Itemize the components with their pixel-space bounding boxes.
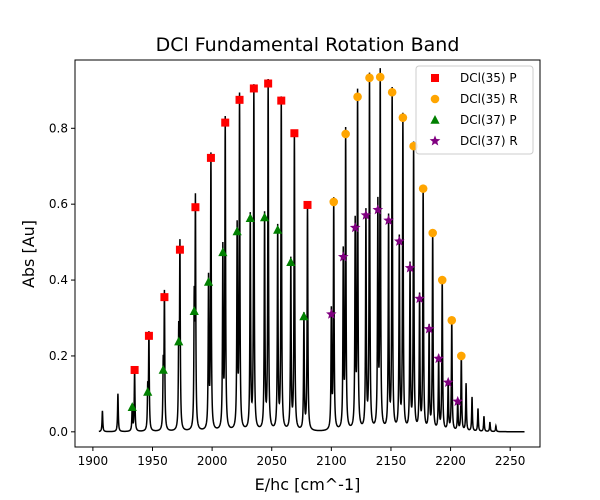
data-point-dcl-37-p bbox=[245, 213, 255, 223]
data-markers bbox=[127, 72, 466, 411]
data-point-dcl-35-p bbox=[191, 203, 200, 212]
data-point-dcl-35-r bbox=[341, 129, 350, 139]
data-point-dcl-37-r bbox=[326, 308, 337, 319]
data-point-dcl-37-p bbox=[232, 226, 242, 236]
x-tick-label: 2050 bbox=[256, 454, 287, 468]
data-point-dcl-35-r bbox=[428, 228, 437, 238]
data-point-dcl-37-r bbox=[433, 353, 444, 364]
legend-label: DCl(35) P bbox=[460, 71, 517, 85]
axes: 1900 1950 2000 2050 2100 2150 2200 2250 0.0 0.2 0.… bbox=[49, 59, 541, 468]
y-axis-title: Abs [Au] bbox=[19, 220, 38, 288]
data-point-dcl-37-r bbox=[337, 251, 349, 262]
legend: DCl(35) P DCl(35) R DCl(37) P DCl(37) R bbox=[415, 65, 534, 155]
data-point-dcl-35-p bbox=[290, 129, 299, 138]
legend-marker bbox=[430, 115, 440, 124]
data-point-dcl-35-r bbox=[387, 87, 397, 97]
data-point-dcl-37-r bbox=[383, 214, 394, 226]
data-point-dcl-35-r bbox=[437, 275, 447, 285]
legend-label: DCl(37) R bbox=[460, 134, 518, 148]
legend-marker bbox=[429, 135, 441, 146]
data-point-dcl-35-p bbox=[221, 118, 230, 127]
y-tick-label: 0.8 bbox=[49, 121, 68, 135]
legend-label: DCl(35) R bbox=[460, 92, 518, 106]
data-point-dcl-37-r bbox=[442, 376, 454, 388]
data-point-dcl-37-p bbox=[203, 276, 214, 286]
x-axis-title: E/hc [cm^-1] bbox=[255, 475, 361, 494]
data-point-dcl-37-p bbox=[273, 224, 283, 234]
chart-title: DCl Fundamental Rotation Band bbox=[156, 34, 460, 56]
data-point-dcl-35-r bbox=[353, 92, 362, 102]
data-point-dcl-37-r bbox=[372, 204, 384, 215]
data-point-dcl-37-r bbox=[404, 262, 416, 273]
data-point-dcl-35-p bbox=[130, 365, 139, 374]
data-point-dcl-37-p bbox=[286, 257, 296, 267]
data-point-dcl-35-p bbox=[249, 84, 258, 93]
data-point-dcl-35-p bbox=[144, 331, 153, 340]
data-point-dcl-35-r bbox=[398, 113, 408, 122]
data-point-dcl-37-p bbox=[299, 311, 309, 321]
data-point-dcl-37-p bbox=[218, 247, 228, 257]
legend-label: DCl(37) P bbox=[460, 113, 517, 127]
data-point-dcl-35-p bbox=[235, 95, 244, 104]
x-tick-label: 2200 bbox=[435, 454, 466, 468]
data-point-dcl-35-r bbox=[457, 351, 466, 361]
x-tick-label: 1950 bbox=[137, 454, 168, 468]
y-tick-label: 0.0 bbox=[49, 425, 68, 439]
legend-marker bbox=[431, 74, 439, 82]
data-point-dcl-37-r bbox=[423, 323, 435, 334]
data-point-dcl-37-p bbox=[174, 336, 184, 346]
data-point-dcl-37-r bbox=[360, 209, 372, 220]
data-point-dcl-35-p bbox=[303, 200, 312, 209]
data-point-dcl-37-r bbox=[452, 395, 464, 406]
data-point-dcl-35-p bbox=[206, 153, 215, 162]
data-point-dcl-35-p bbox=[160, 293, 169, 302]
data-point-dcl-35-r bbox=[365, 73, 374, 83]
data-point-dcl-35-p bbox=[277, 96, 286, 105]
data-point-dcl-35-r bbox=[329, 197, 339, 207]
data-point-dcl-35-r bbox=[418, 184, 428, 193]
x-tick-label: 2100 bbox=[316, 454, 347, 468]
data-point-dcl-37-r bbox=[414, 293, 425, 304]
data-point-dcl-35-r bbox=[447, 315, 457, 325]
data-point-dcl-37-r bbox=[349, 222, 361, 233]
x-tick-label: 2000 bbox=[197, 454, 228, 468]
spectrum bbox=[98, 68, 525, 433]
spectrum-line bbox=[98, 68, 525, 433]
x-tick-label: 2250 bbox=[495, 454, 526, 468]
plot-frame bbox=[74, 59, 541, 448]
data-point-dcl-37-p bbox=[259, 212, 270, 222]
y-tick-label: 0.2 bbox=[49, 349, 68, 363]
x-tick-label: 1900 bbox=[78, 454, 109, 468]
x-tick-label: 2150 bbox=[376, 454, 407, 468]
data-point-dcl-37-p bbox=[189, 306, 199, 315]
data-point-dcl-37-p bbox=[127, 402, 137, 411]
legend-marker bbox=[430, 94, 440, 104]
data-point-dcl-35-p bbox=[175, 245, 184, 254]
y-tick-label: 0.4 bbox=[49, 273, 68, 287]
data-point-dcl-35-p bbox=[264, 79, 273, 88]
data-point-dcl-37-p bbox=[158, 364, 168, 374]
data-point-dcl-37-r bbox=[393, 235, 405, 246]
y-tick-label: 0.6 bbox=[49, 197, 68, 211]
data-point-dcl-37-p bbox=[143, 386, 153, 396]
legend-frame bbox=[415, 65, 534, 155]
data-point-dcl-35-r bbox=[375, 72, 385, 82]
